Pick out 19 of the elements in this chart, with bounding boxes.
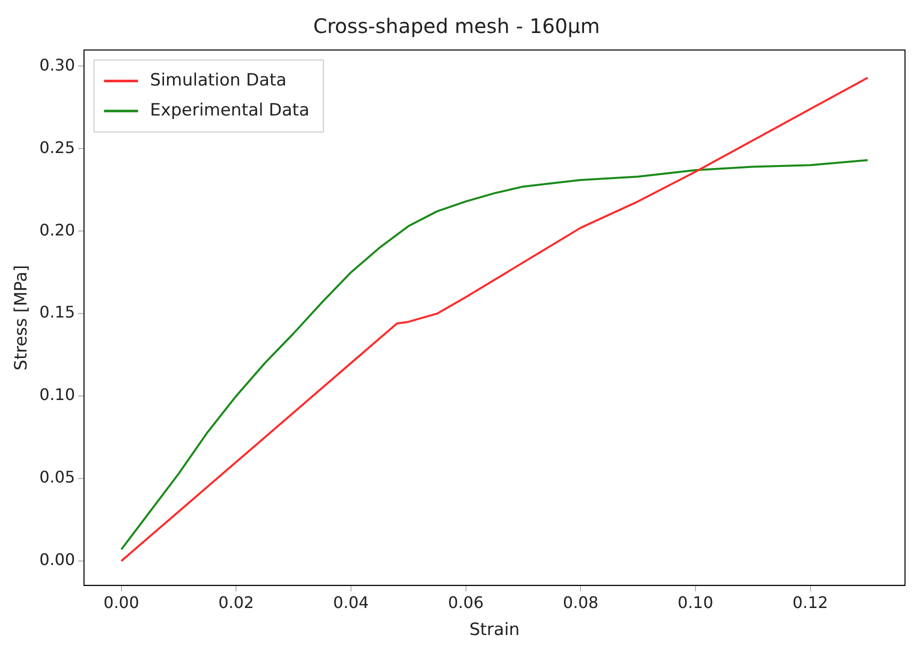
x-tick-label: 0.10 — [678, 593, 714, 612]
x-tick-label: 0.00 — [104, 593, 140, 612]
x-tick-label: 0.04 — [333, 593, 369, 612]
x-tick-label: 0.02 — [218, 593, 254, 612]
legend-label: Simulation Data — [150, 70, 287, 90]
y-tick-label: 0.00 — [39, 550, 76, 570]
legend-label: Experimental Data — [150, 100, 310, 120]
x-tick-label: 0.12 — [792, 593, 828, 612]
x-tick-label: 0.06 — [448, 593, 484, 612]
x-axis-title: Strain — [469, 620, 520, 640]
chart-title: Cross-shaped mesh - 160μm — [313, 14, 600, 38]
y-tick-label: 0.25 — [39, 138, 76, 157]
y-tick-label: 0.20 — [39, 220, 76, 240]
y-tick-label: 0.05 — [39, 468, 76, 487]
y-tick-label: 0.30 — [39, 55, 76, 74]
y-tick-label: 0.15 — [39, 302, 76, 322]
y-axis-title: Stress [MPa] — [12, 264, 32, 370]
x-tick-label: 0.08 — [562, 593, 598, 612]
y-tick-label: 0.10 — [39, 385, 76, 404]
